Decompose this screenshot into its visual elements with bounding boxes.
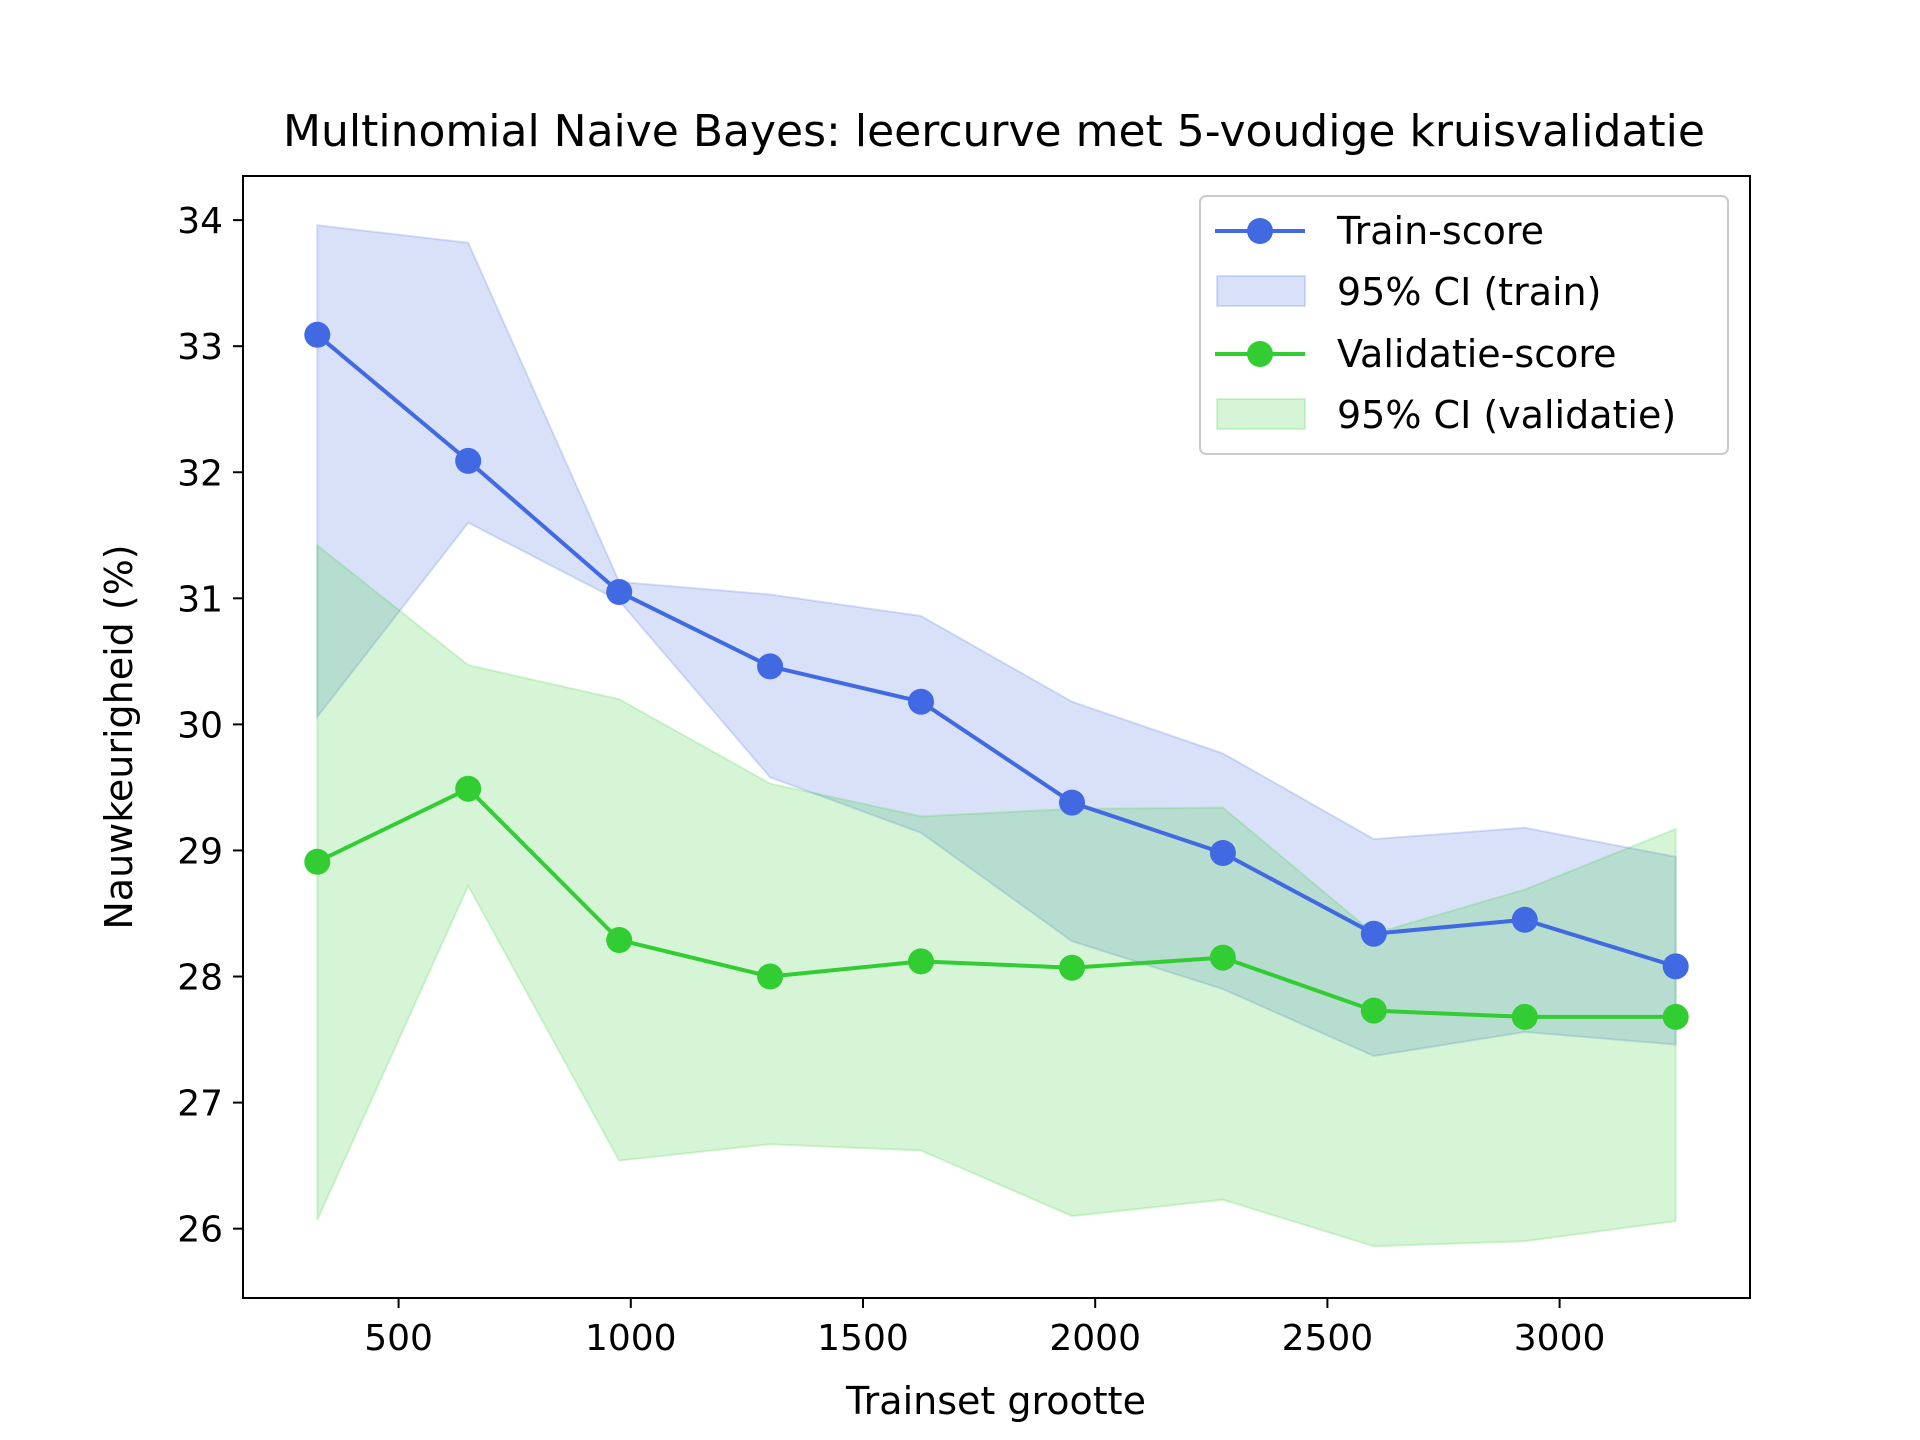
y-tick-label-28: 28 [177,958,223,999]
legend-train-label: Train-score [1336,209,1544,253]
x-tick-label-1000: 1000 [585,1318,677,1359]
line-validatie-score [316,786,1676,1019]
point-train-score-975 [606,579,633,605]
point-train-score-2600 [1360,920,1387,947]
y-tick-label-32: 32 [177,453,223,494]
point-validatie-score-975 [606,927,633,953]
x-tick-label-1500: 1500 [817,1318,909,1359]
legend-validation-label: Validatie-score [1337,332,1617,376]
point-validatie-score-1300 [757,963,784,990]
point-train-score-2925 [1511,906,1538,933]
y-tick-label-31: 31 [177,579,223,620]
legend-train-ci-swatch [1216,275,1306,307]
x-axis: 500 1000 1500 2000 2500 3000 [364,1298,1605,1359]
point-train-score-2275 [1209,840,1236,866]
legend-validation-ci-swatch [1216,398,1306,430]
x-tick-label-500: 500 [364,1318,433,1359]
legend-validation-ci-label: 95% CI (validatie) [1337,393,1676,437]
point-validatie-score-2275 [1209,944,1236,971]
point-validatie-score-1950 [1059,954,1085,981]
point-validatie-score-650 [455,775,482,802]
x-tick-label-3000: 3000 [1514,1318,1606,1359]
point-validatie-score-1625 [908,948,934,975]
point-train-score-325 [304,321,331,348]
chart-title: Multinomial Naive Bayes: leercurve met 5… [283,106,1705,157]
point-validatie-score-325 [304,848,331,875]
x-tick-label-2000: 2000 [1049,1318,1141,1359]
point-train-score-650 [455,447,482,474]
point-train-score-3250 [1662,953,1689,980]
plot-frame [242,175,1751,1299]
point-train-score-1625 [908,688,934,715]
legend-box [1199,195,1729,455]
x-axis-label: Trainset grootte [845,1379,1146,1423]
point-train-score-1950 [1059,789,1085,816]
confidence-bands [316,224,1677,1248]
point-validatie-score-3250 [1662,1003,1689,1030]
legend-train-marker [1247,218,1273,244]
y-axis-label: Nauwkeurigheid (%) [97,544,141,929]
legend: Train-score 95% CI (train) Validatie-sco… [1199,195,1729,455]
y-tick-label-27: 27 [177,1084,223,1125]
y-tick-label-33: 33 [177,327,223,368]
point-validatie-score-2600 [1360,997,1387,1024]
legend-validation-marker [1247,341,1273,367]
y-tick-label-26: 26 [177,1210,223,1251]
point-train-score-1300 [757,653,784,680]
y-tick-label-34: 34 [177,201,223,242]
band-95-ci-train [316,224,1677,1058]
y-tick-label-29: 29 [177,831,223,872]
band-95-ci-validatie [316,543,1677,1248]
point-validatie-score-2925 [1511,1003,1538,1030]
line-train-score [316,333,1677,969]
score-lines [316,333,1677,1019]
score-points [304,321,1689,1030]
y-tick-label-30: 30 [177,705,223,746]
x-tick-label-2500: 2500 [1282,1318,1374,1359]
y-axis: 26 27 28 29 30 31 32 33 34 [177,201,243,1251]
legend-train-ci-label: 95% CI (train) [1337,270,1601,314]
